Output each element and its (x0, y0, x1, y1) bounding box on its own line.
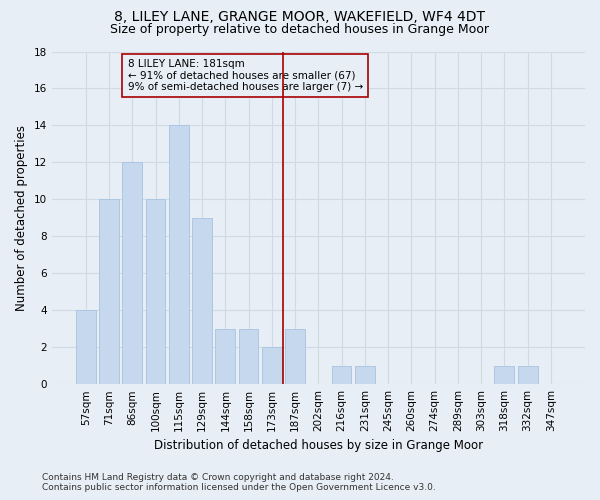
Bar (355, 366, 375, 384)
Text: 8, LILEY LANE, GRANGE MOOR, WAKEFIELD, WF4 4DT: 8, LILEY LANE, GRANGE MOOR, WAKEFIELD, W… (115, 10, 485, 24)
Text: Size of property relative to detached houses in Grange Moor: Size of property relative to detached ho… (110, 22, 490, 36)
Y-axis label: Number of detached properties: Number of detached properties (15, 125, 28, 311)
Bar (518, 366, 538, 384)
Bar (332, 366, 352, 384)
Bar (146, 200, 166, 384)
Bar (76, 310, 95, 384)
Bar (192, 218, 212, 384)
Bar (494, 366, 514, 384)
Bar (262, 347, 282, 384)
Bar (122, 162, 142, 384)
Text: 8 LILEY LANE: 181sqm
← 91% of detached houses are smaller (67)
9% of semi-detach: 8 LILEY LANE: 181sqm ← 91% of detached h… (128, 59, 363, 92)
Bar (169, 126, 188, 384)
Bar (215, 328, 235, 384)
Bar (285, 328, 305, 384)
Text: Contains HM Land Registry data © Crown copyright and database right 2024.
Contai: Contains HM Land Registry data © Crown c… (42, 473, 436, 492)
Bar (239, 328, 259, 384)
Bar (99, 200, 119, 384)
X-axis label: Distribution of detached houses by size in Grange Moor: Distribution of detached houses by size … (154, 440, 483, 452)
